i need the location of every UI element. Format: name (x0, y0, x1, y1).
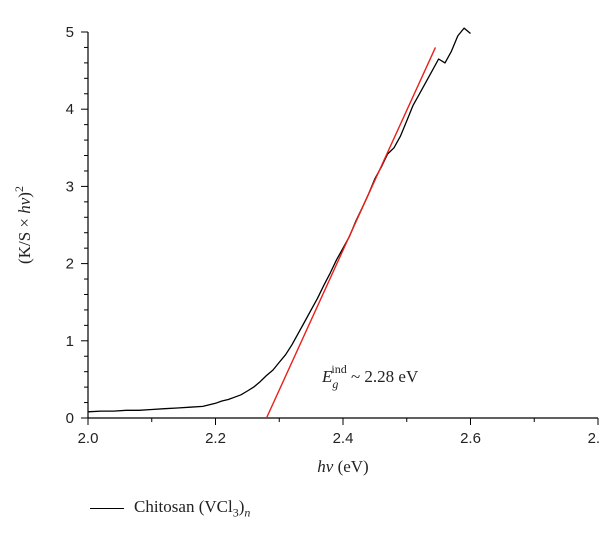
x-axis-title: hν (eV) (317, 457, 368, 476)
x-tick-label-0: 2.0 (78, 430, 99, 447)
legend-label: Chitosan (VCl3)n (134, 497, 251, 520)
x-tick-label-3: 2.6 (460, 430, 481, 447)
fit-line (265, 47, 437, 419)
y-tick-label-2: 2 (66, 256, 74, 273)
y-tick-label-0: 0 (66, 410, 74, 427)
y-tick-label-3: 3 (66, 178, 74, 195)
band-gap-annotation: Egind ~ 2.28 eV (321, 362, 419, 391)
plot-frame (88, 32, 598, 418)
fit-layer (265, 47, 437, 419)
x-tick-label-1: 2.2 (205, 430, 226, 447)
y-tick-label-5: 5 (66, 24, 74, 41)
x-tick-label-4: 2.8 (588, 430, 600, 447)
axes: 2.0 2.2 2.4 2.6 2.8 0 1 2 3 4 5 (66, 24, 600, 447)
series-line-0 (87, 27, 471, 413)
legend-swatch (90, 508, 124, 510)
y-tick-label-4: 4 (66, 101, 74, 118)
legend: Chitosan (VCl3)n (90, 497, 250, 520)
y-axis-title: (K/S × hν)2 (12, 186, 34, 264)
series-layer (87, 27, 471, 413)
x-tick-label-2: 2.4 (333, 430, 354, 447)
y-tick-label-1: 1 (66, 333, 74, 350)
